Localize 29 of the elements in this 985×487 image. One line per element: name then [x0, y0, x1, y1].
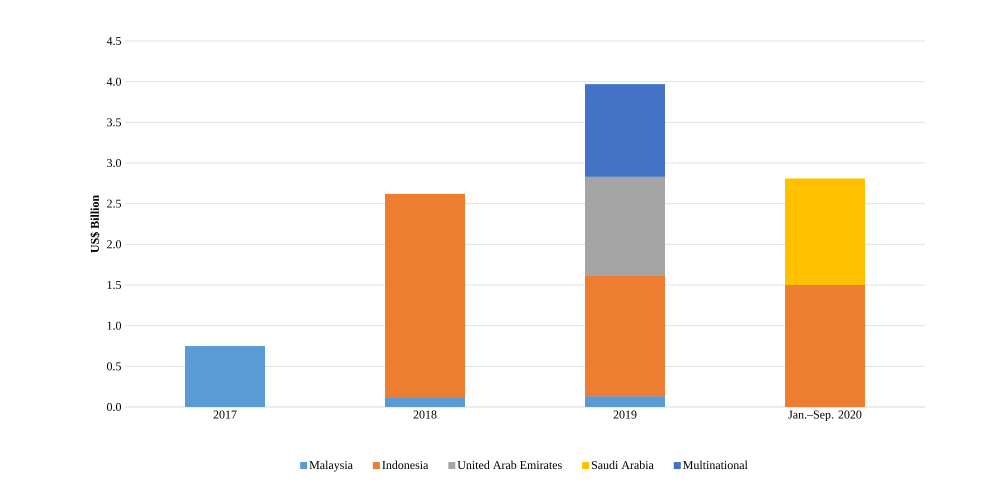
x-tick-label: 2017 — [214, 410, 237, 419]
y-tick-label: 4.5 — [106, 36, 122, 46]
y-tick-label: 1.0 — [108, 322, 122, 330]
x-tick-label: Jan.–Sep. 2020 — [788, 410, 862, 422]
legend-label: Multinational — [683, 460, 748, 470]
x-tick-label: 2018 — [414, 410, 436, 419]
bar — [385, 398, 466, 407]
legend-label: Indonesia — [382, 460, 428, 470]
y-axis-title: US$ Billion — [90, 195, 100, 253]
bar — [585, 396, 666, 407]
y-tick-label: 0.0 — [106, 402, 122, 412]
bar — [785, 285, 866, 407]
y-tick-label: 3.5 — [107, 118, 122, 126]
y-tick-label: 2.0 — [107, 240, 122, 248]
x-tick-label: 2019 — [614, 410, 636, 419]
y-tick-label: 0.5 — [106, 362, 122, 370]
y-tick-label: 2.5 — [107, 200, 122, 208]
y-tick-label: 1.5 — [108, 280, 122, 290]
legend-label: United Arab Emirates — [458, 460, 562, 470]
y-tick-label: 3.0 — [107, 158, 122, 168]
legend-label: Saudi Arabia — [592, 460, 654, 470]
legend-label: Malaysia — [309, 460, 353, 472]
bar — [785, 178, 866, 285]
bar — [585, 84, 666, 177]
bar — [585, 176, 666, 276]
y-tick-label: 4.0 — [106, 78, 122, 86]
bar — [385, 194, 466, 398]
bar — [585, 275, 666, 396]
bar — [185, 346, 266, 407]
